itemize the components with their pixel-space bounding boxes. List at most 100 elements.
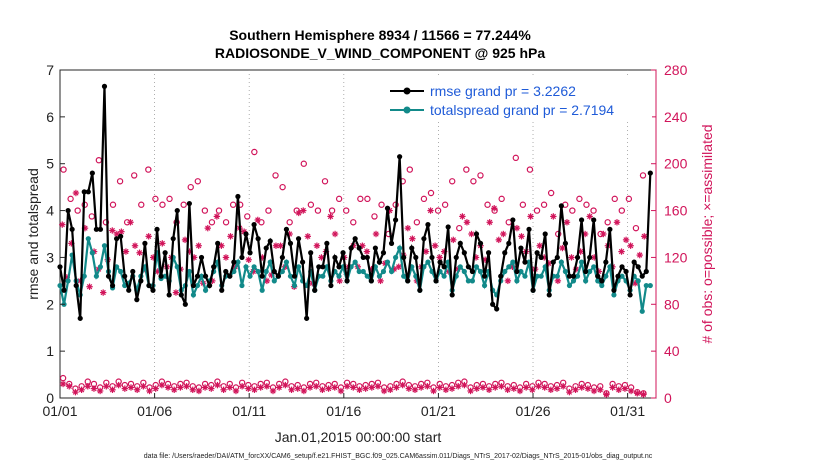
obs-low-assimilated-marker: [467, 387, 474, 395]
spread-point: [510, 259, 516, 265]
obs-low-assimilated-marker: [78, 386, 85, 393]
obs-low-assimilated-marker: [566, 388, 573, 396]
obs-assimilated-marker: [222, 254, 230, 261]
right-y-tick-label: 200: [664, 156, 688, 172]
rmse-point: [409, 245, 415, 251]
rmse-point: [538, 254, 544, 261]
obs-possible-marker: [604, 219, 611, 226]
obs-assimilated-marker: [395, 263, 402, 270]
rmse-point: [522, 259, 528, 265]
rmse-point: [190, 282, 197, 289]
obs-low-possible-marker: [59, 374, 67, 382]
spread-point: [194, 282, 201, 289]
obs-possible-marker: [639, 172, 647, 179]
spread-point: [647, 282, 653, 289]
obs-low-assimilated-marker: [103, 383, 110, 390]
spread-point: [397, 245, 403, 251]
obs-assimilated-marker: [463, 219, 471, 226]
rmse-point: [312, 287, 318, 293]
obs-low-assimilated-marker: [189, 386, 196, 393]
obs-low-assimilated-marker: [430, 387, 437, 395]
obs-possible-marker: [371, 213, 378, 220]
obs-assimilated-marker: [468, 230, 475, 238]
rmse-point: [643, 268, 649, 275]
obs-low-assimilated-marker: [368, 384, 375, 391]
rmse-point: [530, 287, 536, 293]
rmse-point: [295, 236, 302, 242]
left-y-tick-label: 0: [46, 390, 54, 406]
legend-spread-marker: [403, 106, 411, 114]
left-y-tick-label: 3: [46, 249, 54, 265]
obs-assimilated-marker: [245, 256, 252, 263]
spread-point: [611, 292, 617, 298]
obs-assimilated-marker: [313, 242, 321, 249]
rmse-point: [247, 250, 253, 256]
series-layer: [57, 83, 653, 321]
obs-low-assimilated-marker: [473, 385, 480, 392]
obs-low-assimilated-marker: [553, 385, 561, 392]
right-y-tick-label: 160: [664, 203, 688, 219]
obs-possible-marker: [159, 201, 166, 208]
rmse-point: [134, 297, 140, 303]
obs-assimilated-marker: [518, 233, 525, 240]
rmse-point: [85, 189, 91, 195]
obs-possible-marker: [251, 148, 258, 156]
x-grid: [154, 70, 629, 398]
obs-possible-marker: [456, 224, 463, 232]
rmse-point: [631, 259, 637, 265]
left-y-tick-label: 7: [46, 62, 54, 78]
rmse-point: [352, 236, 358, 242]
rmse-point: [174, 207, 180, 214]
rmse-point: [425, 222, 431, 228]
obs-possible-marker: [470, 178, 477, 185]
spread-point: [522, 273, 528, 279]
left-y-tick-label: 5: [46, 156, 54, 172]
spread-point: [81, 273, 87, 279]
rmse-point: [574, 254, 581, 261]
rmse-point: [639, 273, 645, 279]
obs-low-assimilated-marker: [627, 387, 635, 395]
obs-low-assimilated-marker: [356, 386, 363, 393]
obs-low-assimilated-marker: [140, 383, 147, 390]
obs-low-assimilated-marker: [171, 386, 178, 393]
obs-low-assimilated-marker: [152, 385, 159, 392]
spread-point: [101, 243, 108, 249]
rmse-point: [207, 282, 213, 289]
obs-low-assimilated-marker: [529, 386, 536, 393]
obs-assimilated-marker: [459, 213, 466, 220]
obs-assimilated-marker: [327, 213, 334, 220]
spread-point: [251, 264, 257, 270]
obs-low-assimilated-marker: [399, 381, 406, 389]
data-file-footer: data file: /Users/raeder/DAI/ATM_forcXX/…: [144, 453, 653, 460]
spread-point: [57, 282, 63, 289]
spread-point: [85, 236, 91, 242]
obs-low-assimilated-marker: [109, 386, 116, 393]
obs-possible-marker: [343, 207, 350, 214]
obs-assimilated-marker: [304, 233, 312, 240]
obs-possible-marker: [60, 166, 67, 173]
obs-assimilated-marker: [377, 277, 384, 285]
obs-low-assimilated-marker: [541, 384, 548, 391]
obs-low-assimilated-marker: [238, 383, 246, 390]
obs-low-assimilated-marker: [559, 383, 567, 390]
obs-possible-marker: [540, 201, 548, 208]
x-tick-label: 01/16: [326, 403, 361, 419]
rmse-point: [595, 273, 601, 279]
rmse-point: [356, 245, 362, 251]
rmse-point: [481, 273, 488, 279]
rmse-point: [126, 287, 132, 293]
rmse-point: [114, 236, 120, 242]
obs-low-assimilated-marker: [201, 384, 209, 391]
rmse-point: [255, 236, 261, 242]
obs-low-assimilated-marker: [313, 383, 320, 390]
obs-assimilated-marker: [563, 219, 571, 226]
rmse-point: [461, 250, 467, 256]
obs-low-assimilated-marker: [164, 384, 172, 391]
obs-low-assimilated-marker: [411, 386, 419, 393]
spread-point: [465, 278, 471, 284]
rmse-point: [291, 273, 298, 279]
legend-rmse-marker: [403, 87, 411, 95]
obs-possible-marker: [229, 201, 237, 208]
obs-possible-marker: [449, 178, 456, 185]
rmse-point: [603, 259, 609, 265]
